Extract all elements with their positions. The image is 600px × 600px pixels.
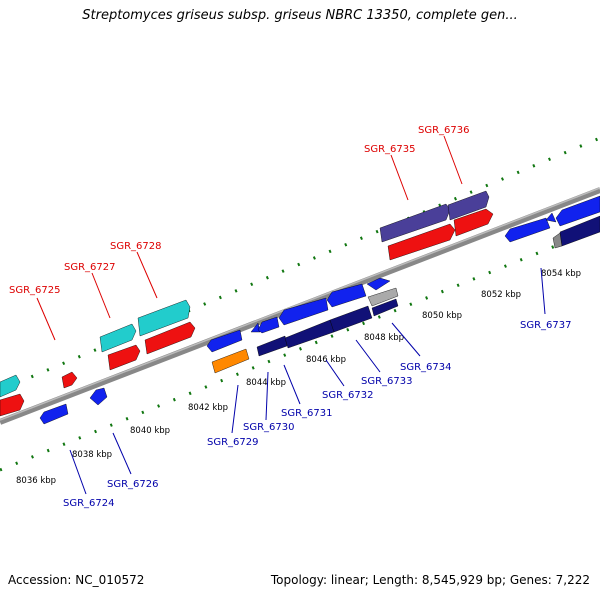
reverse-gene-label-texts: SGR_6724 SGR_6726 SGR_6729 SGR_6730 SGR_… [63,320,572,509]
gene-sgr-6730[interactable] [250,322,261,333]
forward-gene-label-texts: SGR_6725 SGR_6727 SGR_6728 SGR_6735 SGR_… [9,125,470,296]
leader-line [283,364,301,405]
gene-label[interactable]: SGR_6732 [322,390,374,401]
gene-label[interactable]: SGR_6735 [364,144,416,155]
reverse-gene-labels [69,267,546,495]
gene-sgr-6728-red[interactable] [144,321,196,355]
reverse-genes [39,195,600,425]
gene-label[interactable]: SGR_6736 [418,125,470,136]
gene-sgr-6737-blue-a[interactable] [504,217,551,243]
accession-text: Accession: NC_010572 [8,573,145,587]
gene-sgr-6733-blue[interactable] [326,283,367,308]
leader-line [91,272,111,319]
gene-block-red[interactable] [0,393,25,417]
gene-sgr-6724[interactable] [39,403,69,425]
genome-axis-highlight [0,187,600,421]
gene-label[interactable]: SGR_6725 [9,285,61,296]
leader-line [136,251,158,299]
leader-line [112,432,132,475]
gene-sgr-6735-slate[interactable] [379,203,451,243]
gene-sgr-6725[interactable] [61,371,78,389]
gene-sgr-6736-red[interactable] [453,208,494,237]
forward-gene-labels [36,135,463,341]
gene-label[interactable]: SGR_6728 [110,241,162,252]
gene-sgr-6734-navy[interactable] [371,298,399,317]
gene-label[interactable]: SGR_6727 [64,262,116,273]
gene-sgr-6734-blue[interactable] [366,277,391,291]
gene-label[interactable]: SGR_6733 [361,376,413,387]
gene-sgr-6733-navy[interactable] [329,305,373,333]
gene-label[interactable]: SGR_6726 [107,479,159,490]
kbp-label: 8044 kbp [246,378,286,388]
gene-sgr-6726[interactable] [89,387,108,406]
kbp-label: 8038 kbp [72,450,112,460]
kbp-label: 8048 kbp [364,333,404,343]
genome-summary-text: Topology: linear; Length: 8,545,929 bp; … [270,573,590,587]
gene-sgr-6735-red[interactable] [387,223,456,261]
gene-label[interactable]: SGR_6724 [63,498,115,509]
gene-sgr-6734-gray[interactable] [367,287,399,307]
gene-sgr-6737-navy[interactable] [559,215,600,247]
leader-line [231,384,239,434]
leader-line [391,322,421,357]
gene-block-cyan[interactable] [0,374,21,398]
gene-sgr-6732-blue[interactable] [278,297,329,326]
gene-sgr-6737-blue-b[interactable] [545,212,557,223]
kbp-label: 8054 kbp [541,269,581,279]
map-title: Streptomyces griseus subsp. griseus NBRC… [82,8,518,23]
kbp-label: 8036 kbp [16,476,56,486]
gene-sgr-6728-cyan[interactable] [137,299,191,337]
gene-sgr-6731-navy[interactable] [256,335,288,357]
leader-line [390,154,409,201]
kbp-label: 8050 kbp [422,311,462,321]
leader-line [265,371,269,421]
kbp-scale: 8036 kbp 8038 kbp 8040 kbp 8042 kbp 8044… [16,269,581,486]
gene-sgr-6736-slate[interactable] [447,190,490,221]
gene-label[interactable]: SGR_6731 [281,408,333,419]
leader-line [325,359,345,387]
kbp-label: 8042 kbp [188,403,228,413]
gene-label[interactable]: SGR_6729 [207,437,259,448]
gene-label[interactable]: SGR_6730 [243,422,295,433]
leader-line [540,267,546,315]
kbp-label: 8040 kbp [130,426,170,436]
gene-sgr-6737-blue-c[interactable] [555,195,600,227]
leader-line [69,449,87,495]
gene-sgr-6729-orange[interactable] [211,348,250,374]
gene-sgr-6729-blue[interactable] [206,329,243,353]
gene-sgr-6732-navy[interactable] [284,319,335,349]
gene-sgr-6731-blue[interactable] [257,316,280,334]
gene-sgr-6727-cyan[interactable] [99,323,137,353]
forward-genes [0,190,494,417]
gene-sgr-6727-red[interactable] [107,344,141,371]
lower-tick-track [0,226,600,472]
gene-label[interactable]: SGR_6737 [520,320,572,331]
leader-line [355,339,381,373]
kbp-label: 8052 kbp [481,290,521,300]
gene-label[interactable]: SGR_6734 [400,362,452,373]
leader-line [443,135,463,185]
leader-line [36,297,56,341]
